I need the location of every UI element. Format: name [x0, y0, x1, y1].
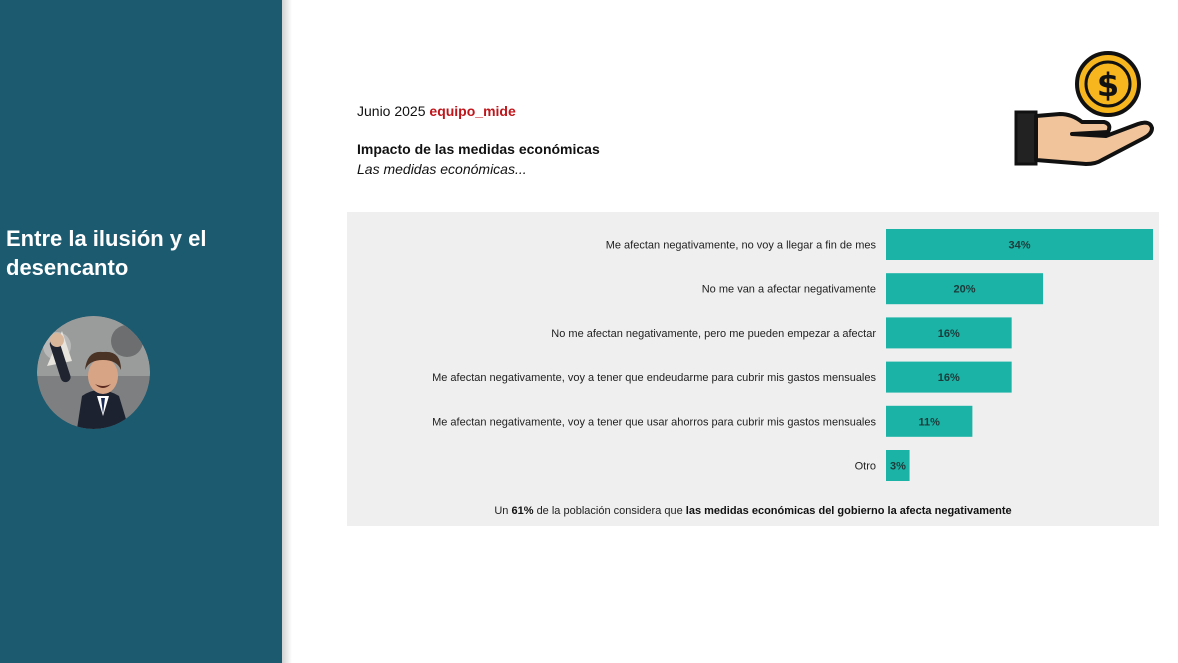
bar-chart: Me afectan negativamente, no voy a llega… [432, 229, 1153, 481]
value-label: 34% [1008, 240, 1030, 252]
sidebar-shadow [282, 0, 292, 663]
brand-name: equipo_mide [429, 103, 516, 119]
bar [886, 317, 1012, 349]
value-label: 3% [890, 461, 906, 473]
footnote-percent: 61% [511, 505, 534, 517]
footnote-middle: de la población considera que [536, 505, 683, 517]
chart-subtitle: Las medidas económicas... [357, 161, 527, 177]
date-text: Junio 2025 [357, 103, 426, 119]
svg-text:$: $ [1097, 66, 1119, 104]
category-label: Otro [855, 461, 876, 473]
value-label: 16% [938, 328, 960, 340]
value-label: 20% [954, 284, 976, 296]
bar [886, 450, 910, 481]
chart-panel: Me afectan negativamente, no voy a llega… [347, 212, 1159, 526]
chart-footnote: Un 61% de la población considera que las… [347, 505, 1159, 517]
category-label: Me afectan negativamente, no voy a llega… [606, 240, 877, 252]
hand-coin-icon: $ [1010, 46, 1160, 176]
footnote-emphasis: las medidas económicas del gobierno la a… [685, 505, 1012, 517]
sidebar: Entre la ilusión y el desencanto [0, 0, 282, 663]
bar [886, 361, 1012, 393]
category-label: No me afectan negativamente, pero me pue… [551, 328, 876, 340]
bar [886, 229, 1153, 260]
footnote-prefix: Un [494, 505, 509, 517]
value-label: 11% [918, 416, 940, 428]
bar [886, 405, 973, 437]
chart-title: Impacto de las medidas económicas [357, 141, 600, 157]
value-label: 16% [938, 372, 960, 384]
report-date: Junio 2025 equipo_mide [357, 103, 516, 119]
category-label: Me afectan negativamente, voy a tener qu… [432, 416, 876, 428]
category-label: Me afectan negativamente, voy a tener qu… [432, 372, 876, 384]
category-label: No me van a afectar negativamente [702, 284, 876, 296]
avatar [37, 316, 150, 429]
bar [886, 273, 1044, 305]
sidebar-title: Entre la ilusión y el desencanto [6, 226, 207, 280]
